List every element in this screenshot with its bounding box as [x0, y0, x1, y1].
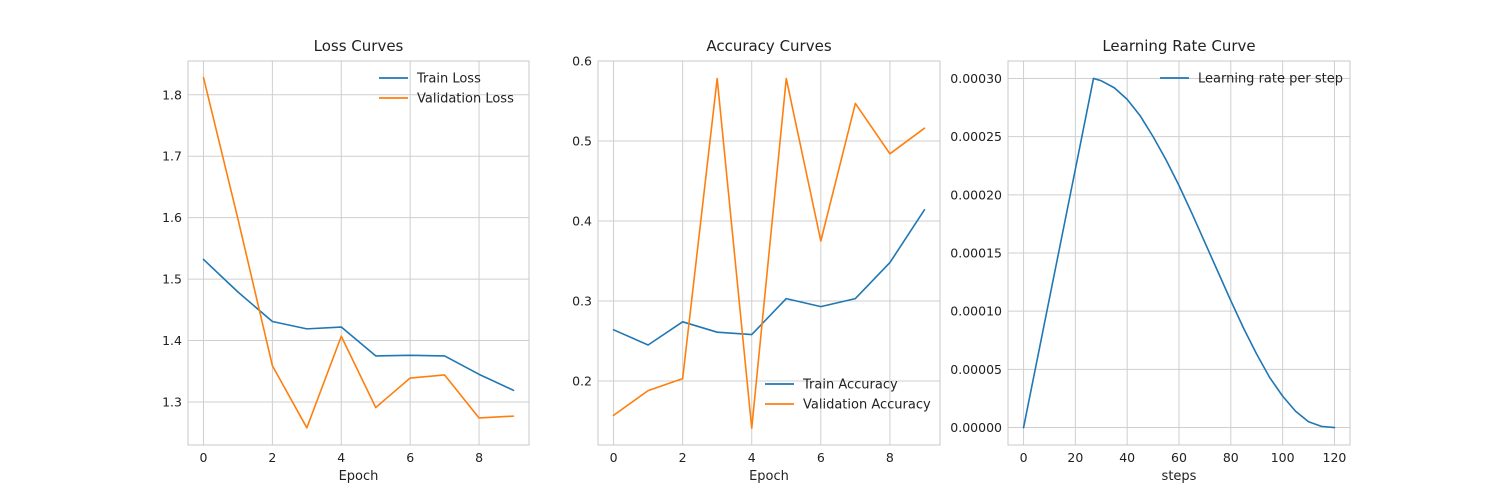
- y-tick-label: 0.00020: [950, 187, 1002, 202]
- x-tick-label: 6: [817, 450, 825, 465]
- x-tick-label: 100: [1271, 450, 1295, 465]
- x-tick-label: 2: [268, 450, 276, 465]
- x-axis-label: steps: [1162, 469, 1197, 484]
- x-tick-label: 0: [610, 450, 618, 465]
- y-tick-label: 0.4: [572, 214, 592, 229]
- legend-label: Validation Loss: [417, 92, 514, 107]
- panel-title: Learning Rate Curve: [1102, 37, 1255, 55]
- loss-curves-panel: Loss Curves Epoch 0 2 4 6 8 1.3 1.4 1.5 1.6 1.7 1.…: [162, 37, 530, 484]
- series-line-learning-rate-per-step: [1022, 77, 1336, 429]
- axes-frame: [597, 60, 941, 446]
- y-tick-label: 0.00010: [950, 304, 1002, 319]
- x-tick-label: 4: [337, 450, 345, 465]
- panel-title: Loss Curves: [314, 37, 404, 55]
- y-tick-label: 0.00030: [950, 71, 1002, 86]
- legend-label: Learning rate per step: [1198, 72, 1343, 87]
- y-tick-label: 0.00000: [950, 420, 1002, 435]
- legend-label: Train Loss: [416, 72, 481, 87]
- y-tick-label: 1.5: [162, 272, 182, 287]
- x-tick-label: 120: [1323, 450, 1347, 465]
- axes-frame: [1007, 60, 1351, 446]
- x-axis-label: Epoch: [749, 469, 789, 484]
- y-tick-label: 1.8: [162, 87, 182, 102]
- y-tick-label: 0.6: [572, 54, 592, 69]
- axes-frame: [187, 60, 530, 446]
- x-tick-label: 40: [1119, 450, 1135, 465]
- learning-rate-curve-panel: Learning Rate Curve steps 0 20 40 60 80 100 12…: [950, 37, 1351, 484]
- legend: Train Loss Validation Loss: [379, 72, 514, 107]
- x-tick-label: 8: [886, 450, 894, 465]
- x-tick-label: 0: [1020, 450, 1028, 465]
- legend: Train Accuracy Validation Accuracy: [765, 378, 931, 413]
- series-line-train-loss: [202, 258, 515, 392]
- series-line-train-accuracy: [612, 209, 926, 346]
- x-tick-label: 8: [475, 450, 483, 465]
- legend-label: Train Accuracy: [802, 378, 898, 393]
- y-tick-label: 0.00005: [950, 362, 1002, 377]
- y-tick-label: 0.00015: [950, 246, 1002, 261]
- panel-title: Accuracy Curves: [706, 37, 832, 55]
- legend-label: Validation Accuracy: [803, 398, 931, 413]
- y-tick-label: 0.3: [572, 294, 592, 309]
- y-tick-label: 1.3: [162, 394, 182, 409]
- accuracy-curves-panel: Accuracy Curves Epoch 0 2 4 6 8 0.2 0.3 0.4 0.5 0…: [572, 37, 941, 484]
- series-line-validation-accuracy: [612, 77, 926, 430]
- y-tick-label: 1.7: [162, 149, 182, 164]
- x-tick-label: 60: [1171, 450, 1187, 465]
- legend: Learning rate per step: [1160, 72, 1343, 87]
- series-line-validation-loss: [202, 76, 515, 429]
- x-tick-label: 0: [200, 450, 208, 465]
- x-tick-label: 2: [679, 450, 687, 465]
- x-axis-label: Epoch: [339, 469, 379, 484]
- x-tick-label: 6: [406, 450, 414, 465]
- x-tick-label: 80: [1223, 450, 1239, 465]
- y-tick-label: 0.5: [572, 134, 592, 149]
- y-tick-label: 1.6: [162, 210, 182, 225]
- y-tick-label: 0.00025: [950, 129, 1002, 144]
- y-tick-label: 0.2: [572, 374, 592, 389]
- x-tick-label: 20: [1067, 450, 1083, 465]
- y-tick-label: 1.4: [162, 333, 182, 348]
- x-tick-label: 4: [748, 450, 756, 465]
- gridlines: [188, 61, 529, 445]
